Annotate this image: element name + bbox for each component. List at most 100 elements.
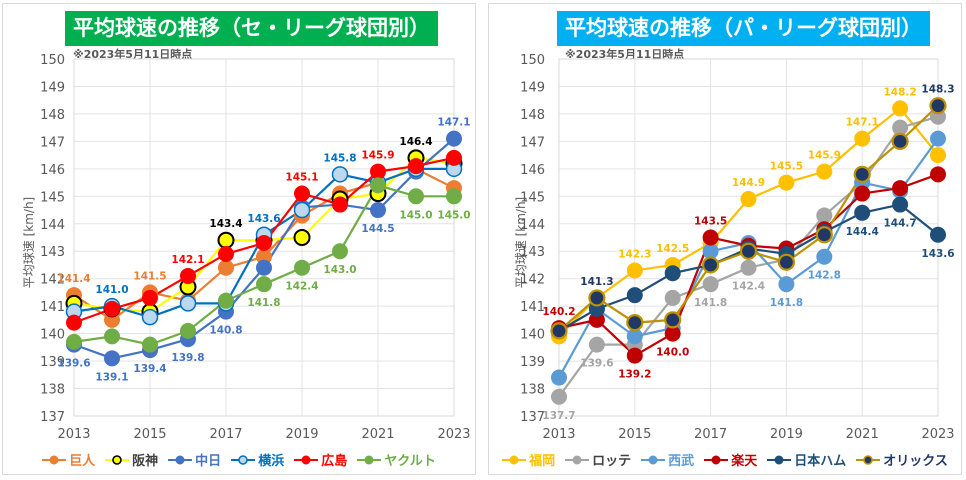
legend-marker-icon [641, 455, 666, 464]
legend-item[interactable]: ヤクルト [357, 450, 436, 469]
data-label: 145.9 [361, 150, 394, 162]
chart-legend: 巨人 阪神 中日 横浜 広島 ヤクルト [3, 450, 475, 469]
data-point-広島 [294, 185, 310, 202]
data-point-横浜 [331, 166, 349, 183]
data-label: 139.8 [171, 352, 204, 364]
data-point-横浜 [141, 308, 159, 326]
legend-item[interactable]: オリックス [856, 450, 948, 469]
data-label: 147.1 [846, 117, 879, 129]
data-point-楽天 [930, 166, 946, 183]
y-tick-label: 142 [40, 273, 65, 288]
data-point-日本ハム [664, 265, 681, 282]
data-point-ロッテ [740, 259, 757, 276]
x-tick-label: 2021 [846, 427, 879, 442]
data-point-楽天 [702, 229, 719, 246]
data-point-広島 [408, 158, 424, 175]
legend-item[interactable]: ロッテ [565, 450, 631, 469]
x-tick-label: 2019 [770, 427, 803, 442]
x-tick-label: 2023 [921, 427, 954, 442]
data-label: 143.4 [209, 218, 242, 230]
y-tick-label: 137 [520, 410, 545, 425]
data-point-福岡 [930, 147, 946, 164]
data-point-横浜 [293, 201, 311, 219]
data-point-ヤクルト [104, 328, 120, 345]
data-label: 145.9 [808, 150, 841, 162]
data-label: 143.6 [921, 248, 954, 260]
legend-marker-icon [105, 454, 130, 465]
data-point-巨人 [218, 259, 234, 276]
legend-item[interactable]: 横浜 [231, 450, 284, 469]
data-point-オリックス [853, 165, 871, 183]
data-label: 141.5 [133, 270, 166, 282]
chart-plot: 137 138 139 140 141 142 143 144 145 146 147 148 149 1… [520, 53, 954, 442]
chart-legend: 福岡 ロッテ 西武 楽天 日本ハム オリックス [489, 450, 961, 469]
legend-item[interactable]: 巨人 [42, 450, 95, 469]
data-point-広島 [446, 149, 462, 166]
data-point-オリックス [664, 311, 682, 329]
legend-item[interactable]: 西武 [641, 450, 694, 469]
data-point-ロッテ [551, 388, 567, 405]
legend-label: ロッテ [592, 454, 632, 469]
x-tick-label: 2017 [694, 427, 727, 442]
data-point-オリックス [550, 322, 568, 340]
data-label: 143.6 [247, 213, 280, 225]
y-tick-label: 141 [40, 300, 65, 315]
data-point-ロッテ [664, 289, 681, 306]
data-label: 145.0 [399, 209, 432, 221]
legend-label: 巨人 [69, 454, 96, 469]
legend-label: オリックス [883, 454, 948, 469]
data-point-福岡 [778, 174, 795, 191]
data-point-西武 [930, 130, 946, 147]
y-tick-label: 140 [520, 328, 545, 343]
data-label: 139.6 [580, 358, 613, 370]
plot-area-border [73, 58, 455, 417]
data-label: 145.5 [770, 161, 803, 173]
chart-note: ※2023年5月11日時点 [565, 48, 685, 61]
data-point-ヤクルト [332, 243, 348, 260]
legend-item[interactable]: 広島 [294, 450, 347, 469]
data-point-西武 [816, 248, 833, 265]
data-point-横浜 [179, 295, 197, 312]
data-label: 142.5 [656, 243, 689, 255]
x-tick-label: 2019 [285, 427, 318, 442]
y-tick-label: 146 [520, 163, 545, 178]
legend-marker-icon [704, 455, 729, 464]
legend-item[interactable]: 日本ハム [767, 450, 846, 469]
data-point-中日 [370, 202, 386, 219]
data-point-オリックス [588, 289, 606, 307]
data-point-オリックス [739, 242, 758, 260]
data-point-西武 [778, 276, 795, 293]
data-point-福岡 [740, 191, 757, 208]
x-tick-label: 2023 [437, 427, 470, 442]
legend-label: 横浜 [258, 454, 285, 469]
x-tick-label: 2021 [361, 427, 394, 442]
data-point-ヤクルト [218, 292, 234, 309]
legend-item[interactable]: 楽天 [704, 450, 757, 469]
legend-item[interactable]: 阪神 [105, 450, 158, 469]
data-point-ヤクルト [408, 188, 424, 205]
data-label: 144.7 [883, 218, 916, 230]
y-tick-label: 147 [40, 135, 65, 150]
data-label: 142.4 [285, 281, 318, 293]
data-point-オリックス [929, 97, 947, 115]
data-point-ロッテ [702, 276, 719, 293]
y-tick-label: 142 [520, 273, 545, 288]
data-point-ヤクルト [294, 259, 310, 276]
data-point-オリックス [777, 253, 795, 271]
data-label: 140.0 [656, 347, 689, 359]
data-point-オリックス [891, 132, 909, 150]
data-label: 139.2 [618, 369, 651, 381]
data-point-福岡 [816, 163, 833, 180]
data-point-広島 [370, 163, 386, 180]
data-point-ヤクルト [66, 333, 82, 350]
legend-item[interactable]: 中日 [168, 450, 221, 469]
y-tick-label: 148 [520, 108, 545, 123]
data-label: 144.4 [846, 226, 879, 238]
data-point-日本ハム [854, 204, 871, 221]
y-tick-label: 139 [520, 355, 545, 370]
x-tick-label: 2015 [618, 427, 651, 442]
data-label: 141.4 [57, 273, 90, 285]
legend-item[interactable]: 福岡 [502, 450, 555, 469]
legend-marker-icon [856, 454, 881, 465]
data-label: 143.0 [323, 264, 356, 276]
